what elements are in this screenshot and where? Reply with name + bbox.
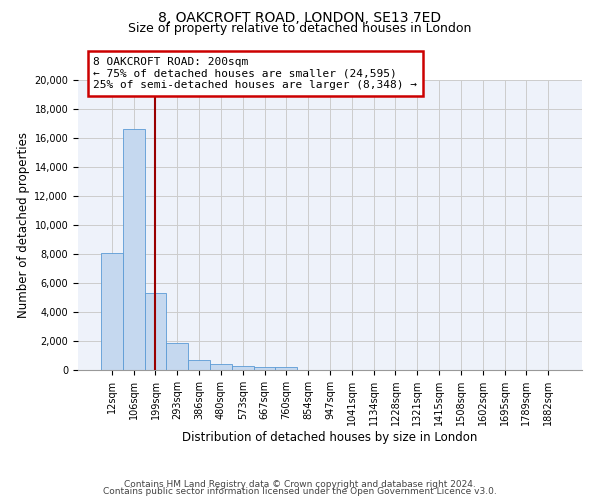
Text: Contains public sector information licensed under the Open Government Licence v3: Contains public sector information licen… xyxy=(103,487,497,496)
Bar xyxy=(101,252,123,370)
Bar xyxy=(232,366,254,370)
Text: 8, OAKCROFT ROAD, LONDON, SE13 7ED: 8, OAKCROFT ROAD, LONDON, SE13 7ED xyxy=(158,11,442,25)
Text: Contains HM Land Registry data © Crown copyright and database right 2024.: Contains HM Land Registry data © Crown c… xyxy=(124,480,476,489)
Text: Size of property relative to detached houses in London: Size of property relative to detached ho… xyxy=(128,22,472,35)
Bar xyxy=(188,360,210,370)
X-axis label: Distribution of detached houses by size in London: Distribution of detached houses by size … xyxy=(182,431,478,444)
Bar xyxy=(166,343,188,370)
Text: 8 OAKCROFT ROAD: 200sqm
← 75% of detached houses are smaller (24,595)
25% of sem: 8 OAKCROFT ROAD: 200sqm ← 75% of detache… xyxy=(93,57,417,90)
Bar xyxy=(145,293,166,370)
Bar xyxy=(210,364,232,370)
Bar xyxy=(275,368,297,370)
Y-axis label: Number of detached properties: Number of detached properties xyxy=(17,132,30,318)
Bar xyxy=(254,367,275,370)
Bar xyxy=(123,130,145,370)
